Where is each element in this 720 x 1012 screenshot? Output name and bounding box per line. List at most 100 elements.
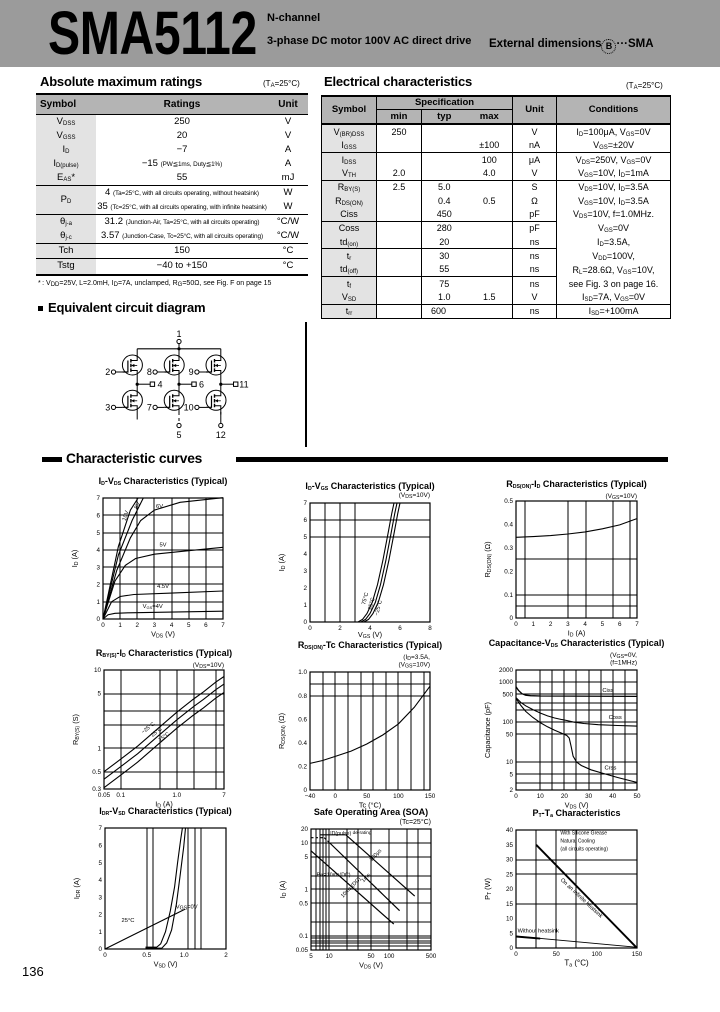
svg-text:0.2: 0.2 <box>504 568 513 575</box>
svg-text:0: 0 <box>103 952 107 959</box>
svg-text:2: 2 <box>96 582 100 589</box>
svg-text:2: 2 <box>98 912 102 919</box>
svg-text:4.5V: 4.5V <box>157 584 169 590</box>
svg-text:0: 0 <box>303 619 307 626</box>
svg-text:20: 20 <box>506 886 514 893</box>
svg-text:6: 6 <box>398 625 402 632</box>
svg-text:(VGS=10V): (VGS=10V) <box>605 493 637 501</box>
svg-text:1: 1 <box>176 329 181 339</box>
svg-text:11: 11 <box>239 379 248 389</box>
svg-text:RDS(ON) (Ω): RDS(ON) (Ω) <box>277 713 287 749</box>
svg-text:4: 4 <box>98 877 102 884</box>
svg-text:Coss: Coss <box>609 715 622 721</box>
svg-text:4: 4 <box>170 622 174 629</box>
svg-text:5: 5 <box>98 860 102 867</box>
svg-text:5: 5 <box>96 530 100 537</box>
svg-text:2: 2 <box>136 622 140 629</box>
svg-text:50: 50 <box>553 951 561 958</box>
svg-text:Pw=10ms(DC): Pw=10ms(DC) <box>317 873 351 879</box>
svg-text:10: 10 <box>506 759 514 766</box>
svg-text:ID-VDS Characteristics (Typica: ID-VDS Characteristics (Typical) <box>99 476 228 487</box>
svg-text:30: 30 <box>585 793 593 800</box>
svg-text:0.1: 0.1 <box>299 933 308 940</box>
svg-text:500: 500 <box>426 953 437 960</box>
svg-text:35: 35 <box>506 842 514 849</box>
svg-text:25°C: 25°C <box>368 597 377 611</box>
svg-text:5: 5 <box>509 771 513 778</box>
svg-text:RBY(S)-ID Characteristics (Typ: RBY(S)-ID Characteristics (Typical) <box>96 648 232 659</box>
svg-text:Safe Operating Area (SOA): Safe Operating Area (SOA) <box>314 807 428 817</box>
svg-text:Without heatsink: Without heatsink <box>518 928 560 934</box>
svg-text:10: 10 <box>94 667 102 674</box>
svg-text:RBY(S) (S): RBY(S) (S) <box>71 714 81 745</box>
svg-text:(VGS=10V): (VGS=10V) <box>398 662 430 670</box>
svg-text:7: 7 <box>221 622 225 629</box>
svg-text:7: 7 <box>98 825 102 832</box>
svg-text:0: 0 <box>514 951 518 958</box>
svg-text:VGS=4V: VGS=4V <box>143 604 163 610</box>
svg-text:50: 50 <box>506 731 514 738</box>
svg-text:0: 0 <box>98 946 102 953</box>
svg-text:2: 2 <box>303 585 307 592</box>
svg-text:6: 6 <box>199 379 204 389</box>
svg-text:100: 100 <box>591 951 602 958</box>
svg-text:25: 25 <box>506 872 514 879</box>
svg-text:4: 4 <box>96 547 100 554</box>
svg-text:3: 3 <box>303 568 307 575</box>
svg-text:1000: 1000 <box>499 679 514 686</box>
svg-text:1: 1 <box>304 887 308 894</box>
svg-text:5: 5 <box>303 534 307 541</box>
svg-text:Ciss: Ciss <box>602 688 613 694</box>
svg-text:3: 3 <box>105 402 110 412</box>
svg-text:0: 0 <box>334 793 338 800</box>
svg-text:500: 500 <box>502 691 513 698</box>
svg-text:6: 6 <box>618 621 622 628</box>
svg-text:7: 7 <box>635 621 639 628</box>
svg-text:1: 1 <box>96 599 100 606</box>
svg-text:30: 30 <box>506 857 514 864</box>
svg-text:7: 7 <box>222 792 226 799</box>
svg-text:−40: −40 <box>305 793 316 800</box>
svg-text:50: 50 <box>633 793 641 800</box>
svg-text:5: 5 <box>187 622 191 629</box>
svg-text:0.3: 0.3 <box>92 786 101 793</box>
svg-text:1: 1 <box>97 745 101 752</box>
svg-text:3: 3 <box>566 621 570 628</box>
svg-text:VDS (V): VDS (V) <box>565 801 589 811</box>
svg-text:0.2: 0.2 <box>298 764 307 771</box>
svg-text:0.3: 0.3 <box>504 545 513 552</box>
svg-text:ID (A): ID (A) <box>278 881 288 899</box>
svg-text:8V: 8V <box>134 501 143 510</box>
svg-text:1: 1 <box>118 622 122 629</box>
svg-text:0: 0 <box>509 615 513 622</box>
svg-text:1: 1 <box>98 929 102 936</box>
svg-text:0: 0 <box>514 793 518 800</box>
svg-text:8: 8 <box>428 625 432 632</box>
svg-text:3: 3 <box>96 564 100 571</box>
svg-text:7: 7 <box>147 402 152 412</box>
svg-text:VGS=0V: VGS=0V <box>176 904 198 911</box>
svg-text:Capacitance (pF): Capacitance (pF) <box>483 702 492 758</box>
svg-text:(VDS=10V): (VDS=10V) <box>193 662 224 670</box>
svg-text:(VGS=0V,: (VGS=0V, <box>610 652 637 660</box>
svg-text:2: 2 <box>509 787 513 794</box>
svg-text:75°C: 75°C <box>361 592 370 606</box>
svg-text:0.5: 0.5 <box>299 901 308 908</box>
svg-text:4: 4 <box>303 551 307 558</box>
svg-text:Tc (°C): Tc (°C) <box>359 801 381 810</box>
svg-text:0.1: 0.1 <box>504 592 513 599</box>
svg-text:Crss: Crss <box>604 765 616 771</box>
svg-text:(all circuits operating): (all circuits operating) <box>560 846 608 852</box>
svg-text:5: 5 <box>309 953 313 960</box>
svg-text:100: 100 <box>502 719 513 726</box>
svg-text:With Silicone Grease: With Silicone Grease <box>560 830 607 836</box>
svg-text:0.6: 0.6 <box>298 716 307 723</box>
svg-text:4: 4 <box>368 625 372 632</box>
svg-text:10: 10 <box>184 402 194 412</box>
svg-text:0.5: 0.5 <box>504 498 513 505</box>
svg-text:5: 5 <box>509 930 513 937</box>
svg-text:(f=1MHz): (f=1MHz) <box>610 660 637 667</box>
svg-text:ID(pulse) de-rating: ID(pulse) de-rating <box>330 830 372 837</box>
svg-text:6: 6 <box>96 513 100 520</box>
svg-text:ID (A): ID (A) <box>70 550 80 568</box>
